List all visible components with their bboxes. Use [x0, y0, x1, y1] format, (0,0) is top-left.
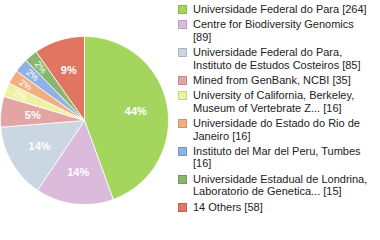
svg-text:2%: 2% [33, 59, 49, 75]
svg-text:2%: 2% [24, 67, 41, 84]
svg-text:14%: 14% [29, 140, 51, 152]
svg-text:9%: 9% [61, 64, 77, 76]
svg-text:14%: 14% [67, 166, 89, 178]
html-text:University of California, Berk: University of California, Berkeley, Muse… [193, 89, 355, 114]
html-text:Universidade Federal do Para [: Universidade Federal do Para [264] [193, 3, 367, 15]
html-text:Universidade do Estado do Rio: Universidade do Estado do Rio de Janeiro… [193, 117, 360, 142]
svg-text:2%: 2% [12, 88, 29, 103]
svg-text:2%: 2% [17, 77, 34, 93]
html-text:14 Others [58]: 14 Others [58] [193, 200, 263, 213]
html-text:Centre for Biodiversity Genomi: Centre for Biodiversity Genomics [89] [193, 18, 354, 43]
svg-text:44%: 44% [125, 105, 147, 117]
html-text:Instituto del Mar del Peru, Tu: Instituto del Mar del Peru, Tumbes [16] [193, 145, 361, 170]
svg-text:5%: 5% [25, 109, 41, 121]
html-text:Universidade Estadual de Londr: Universidade Estadual de Londrina, Labor… [193, 172, 368, 198]
html-text:Universidade Federal do Para,: Universidade Federal do Para, Instituto … [193, 46, 361, 71]
html-text:Mined from GenBank, NCBI [35]: Mined from GenBank, NCBI [35] [193, 74, 351, 86]
